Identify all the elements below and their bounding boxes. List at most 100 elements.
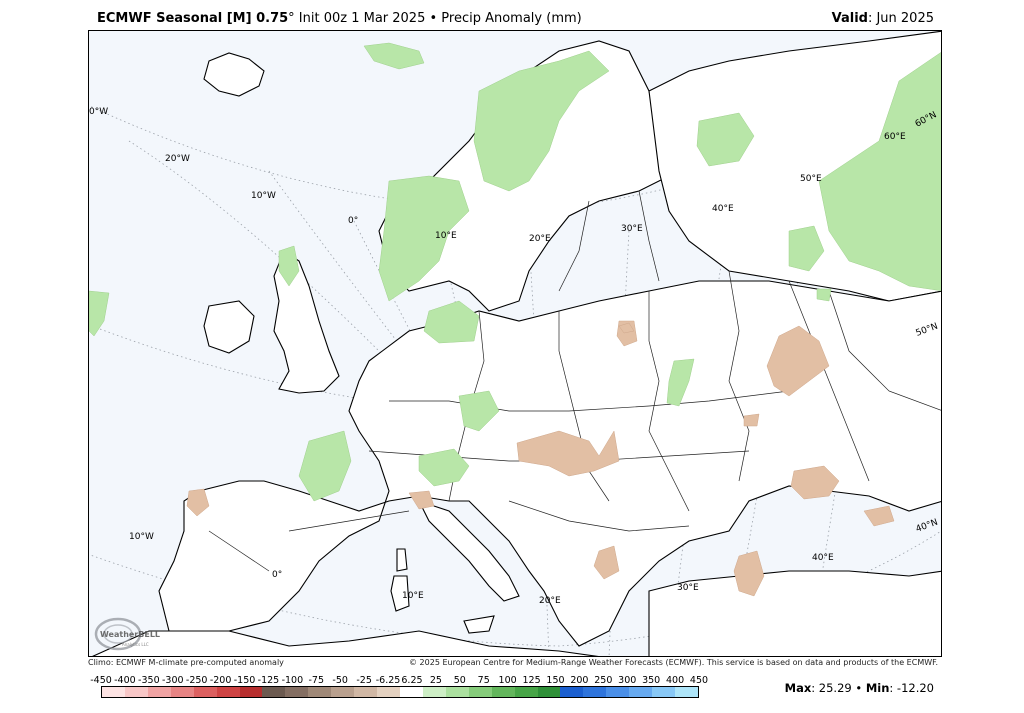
lon-label: 20°W bbox=[165, 154, 190, 164]
colorbar-swatch bbox=[583, 687, 607, 697]
lon-label: 40°E bbox=[712, 204, 734, 214]
colorbar-swatch bbox=[652, 687, 676, 697]
colorbar-label: 350 bbox=[642, 675, 661, 686]
model-name: ECMWF Seasonal [M] 0.75 bbox=[97, 11, 289, 26]
colorbar-swatch bbox=[308, 687, 332, 697]
lon-label: 30°E bbox=[621, 224, 643, 234]
colorbar-label: -300 bbox=[161, 675, 184, 686]
ireland bbox=[203, 300, 255, 354]
copyright-credit: © 2025 European Centre for Medium-Range … bbox=[409, 658, 938, 667]
valid-period: Valid: Jun 2025 bbox=[832, 11, 934, 26]
colorbar-label: -150 bbox=[233, 675, 256, 686]
colorbar-label: 75 bbox=[477, 675, 490, 686]
colorbar-swatch bbox=[491, 687, 515, 697]
colorbar-swatch bbox=[170, 687, 194, 697]
colorbar-label: -400 bbox=[114, 675, 136, 686]
colorbar-swatch bbox=[102, 687, 125, 697]
colorbar-label: -50 bbox=[332, 675, 348, 686]
svg-text:Analytics LLC: Analytics LLC bbox=[122, 642, 149, 647]
map-title: ECMWF Seasonal [M] 0.75° Init 00z 1 Mar … bbox=[97, 11, 582, 26]
colorbar-swatch bbox=[239, 687, 263, 697]
lon-label: 0° bbox=[272, 570, 282, 580]
colorbar-label: 25 bbox=[429, 675, 442, 686]
colorbar-swatch bbox=[377, 687, 400, 697]
map-panel: 0°W 20°W 10°W 0° 10°E 20°E 30°E 40°E 50°… bbox=[88, 30, 942, 657]
colorbar-swatch bbox=[399, 687, 423, 697]
colorbar-swatch bbox=[606, 687, 630, 697]
lon-label: 10°W bbox=[251, 191, 276, 201]
climo-credit: Climo: ECMWF M-climate pre-computed anom… bbox=[88, 658, 284, 667]
lon-label: 40°E bbox=[812, 553, 834, 563]
min-label: Min bbox=[865, 681, 890, 695]
dry-anomaly-areas bbox=[186, 320, 895, 597]
colorbar-label: 450 bbox=[689, 675, 709, 686]
lon-label: 10°E bbox=[435, 231, 457, 241]
lon-label: 0°W bbox=[89, 107, 108, 117]
colorbar-label: 100 bbox=[498, 675, 517, 686]
lon-label: 20°E bbox=[529, 234, 551, 244]
colorbar-swatch bbox=[560, 687, 584, 697]
iceland bbox=[203, 52, 265, 97]
lon-label: 10°W bbox=[129, 532, 154, 542]
lon-label: 10°E bbox=[402, 591, 424, 601]
colorbar-label: -200 bbox=[209, 675, 232, 686]
colorbar-label: 200 bbox=[570, 675, 589, 686]
colorbar-label: -450 bbox=[90, 675, 112, 686]
colorbar-label: 125 bbox=[522, 675, 541, 686]
colorbar-label: -125 bbox=[257, 675, 280, 686]
corsica bbox=[396, 548, 408, 572]
svg-text:WeatherBELL: WeatherBELL bbox=[100, 630, 160, 639]
italy bbox=[417, 500, 520, 602]
weatherbell-logo-icon: WeatherBELL Analytics LLC bbox=[92, 614, 166, 654]
colorbar-label: 50 bbox=[453, 675, 466, 686]
colorbar-label: -250 bbox=[185, 675, 208, 686]
valid-value: : Jun 2025 bbox=[867, 11, 934, 26]
colorbar-swatch bbox=[675, 687, 698, 697]
colorbar-swatch bbox=[445, 687, 469, 697]
min-value: : -12.20 bbox=[889, 681, 934, 695]
sicily bbox=[463, 615, 495, 634]
colorbar bbox=[101, 686, 699, 698]
turkey bbox=[648, 570, 941, 656]
colorbar-swatch bbox=[147, 687, 171, 697]
colorbar-labels: -450 -400 -350 -300 -250 -200 -150 -125 -100 -75-… bbox=[90, 675, 716, 687]
colorbar-label: -100 bbox=[281, 675, 304, 686]
valid-label: Valid bbox=[831, 11, 868, 26]
colorbar-swatch bbox=[422, 687, 446, 697]
colorbar-swatch bbox=[331, 687, 355, 697]
colorbar-swatch bbox=[262, 687, 286, 697]
colorbar-label: 400 bbox=[666, 675, 685, 686]
colorbar-label: -75 bbox=[308, 675, 325, 686]
max-label: Max bbox=[784, 681, 812, 695]
lon-label: 30°E bbox=[677, 583, 699, 593]
colorbar-label: -25 bbox=[356, 675, 372, 686]
colorbar-swatch bbox=[216, 687, 240, 697]
degree-symbol: ° bbox=[288, 11, 295, 26]
colorbar-label: 150 bbox=[546, 675, 565, 686]
colorbar-label: -350 bbox=[138, 675, 160, 686]
stats-readout: Max: 25.29 • Min: -12.20 bbox=[785, 681, 934, 695]
meridian-labels: 0°W 20°W 10°W 0° 10°E 20°E 30°E 40°E 50°… bbox=[89, 107, 906, 606]
sardinia bbox=[390, 575, 410, 612]
wet-anomaly-areas bbox=[89, 42, 941, 502]
colorbar-label: -6.25 bbox=[375, 675, 401, 686]
north-africa bbox=[92, 630, 599, 656]
colorbar-swatch bbox=[285, 687, 309, 697]
colorbar-swatch bbox=[514, 687, 538, 697]
lon-label: 50°E bbox=[800, 174, 822, 184]
lon-label: 60°E bbox=[884, 132, 906, 142]
precip-anomaly-map: 0°W 20°W 10°W 0° 10°E 20°E 30°E 40°E 50°… bbox=[89, 31, 941, 656]
colorbar-label: 300 bbox=[618, 675, 637, 686]
max-value: : 25.29 • bbox=[811, 681, 866, 695]
colorbar-swatch bbox=[468, 687, 492, 697]
lon-label: 0° bbox=[348, 216, 358, 226]
title-detail: Init 00z 1 Mar 2025 • Precip Anomaly (mm… bbox=[294, 11, 582, 26]
colorbar-swatch bbox=[193, 687, 217, 697]
colorbar-swatch bbox=[124, 687, 148, 697]
colorbar-swatch bbox=[629, 687, 653, 697]
lon-label: 20°E bbox=[539, 596, 561, 606]
great-britain bbox=[273, 250, 340, 394]
lat-label: 40°N bbox=[915, 518, 940, 535]
colorbar-swatch bbox=[354, 687, 378, 697]
colorbar-swatch bbox=[537, 687, 561, 697]
